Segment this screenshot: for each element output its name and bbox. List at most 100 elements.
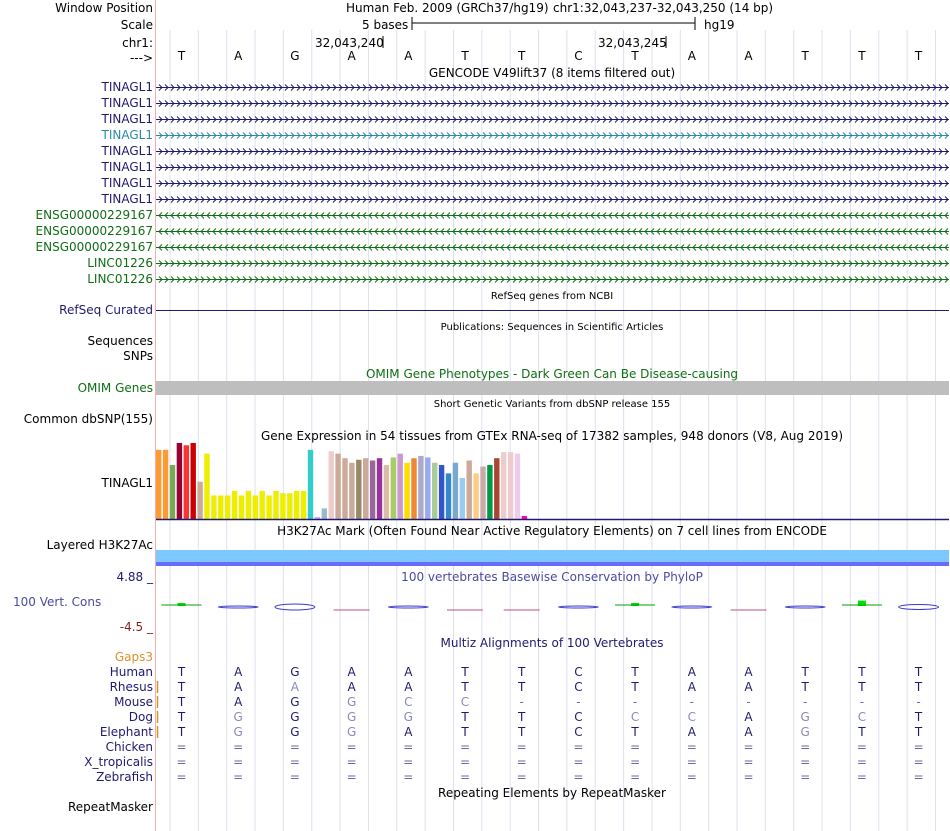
gencode-track-label-tinagl1[interactable]: TINAGL1: [101, 128, 153, 142]
base-letter: T: [518, 49, 526, 63]
base-letter: T: [801, 49, 809, 63]
alignment-base: =: [573, 770, 584, 784]
repeatmasker-label[interactable]: RepeatMasker: [67, 800, 153, 814]
sequences-label[interactable]: Sequences: [87, 334, 153, 348]
alignment-base: T: [858, 725, 866, 739]
alignment-base: T: [631, 680, 639, 694]
omim-title[interactable]: OMIM Gene Phenotypes - Dark Green Can Be…: [365, 367, 739, 381]
strand-label: --->: [129, 51, 153, 65]
gencode-track-label-ensg00000229167[interactable]: ENSG00000229167: [35, 208, 153, 222]
gtex-label[interactable]: TINAGL1: [101, 476, 153, 490]
species-label-rhesus[interactable]: Rhesus: [109, 680, 153, 694]
gaps-label: Gaps3: [114, 650, 153, 664]
gencode-track-label-tinagl1[interactable]: TINAGL1: [101, 160, 153, 174]
species-label-zebrafish[interactable]: Zebrafish: [96, 770, 153, 784]
publications-title[interactable]: Publications: Sequences in Scientific Ar…: [440, 322, 664, 333]
refseq-label[interactable]: RefSeq Curated: [59, 303, 153, 317]
alignment-base: =: [516, 755, 527, 769]
alignment-base: G: [800, 710, 810, 724]
alignment-base: -: [916, 695, 921, 709]
alignment-base: =: [686, 740, 697, 754]
alignment-base: A: [744, 680, 753, 694]
phylop-label[interactable]: 100 Vert. Cons: [13, 595, 102, 609]
alignment-base: =: [176, 770, 187, 784]
alignment-base: C: [574, 710, 583, 724]
alignment-base: C: [630, 710, 640, 724]
alignment-base: A: [234, 680, 243, 694]
h3k27ac-title[interactable]: H3K27Ac Mark (Often Found Near Active Re…: [277, 524, 827, 538]
gencode-track-label-ensg00000229167[interactable]: ENSG00000229167: [35, 224, 153, 238]
alignment-base: A: [687, 725, 696, 739]
gencode-track-label-tinagl1[interactable]: TINAGL1: [101, 112, 153, 126]
alignment-base: =: [289, 755, 300, 769]
alignment-base: T: [461, 680, 469, 694]
alignment-base: A: [744, 710, 753, 724]
alignment-base: A: [234, 665, 243, 679]
species-label-dog[interactable]: Dog: [128, 710, 153, 724]
gencode-track-label-ensg00000229167[interactable]: ENSG00000229167: [35, 240, 153, 254]
alignment-base: =: [346, 755, 357, 769]
species-label-chicken[interactable]: Chicken: [105, 740, 153, 754]
phylop-title[interactable]: 100 vertebrates Basewise Conservation by…: [401, 570, 703, 584]
alignment-base: =: [516, 740, 527, 754]
dbsnp-title[interactable]: Short Genetic Variants from dbSNP releas…: [433, 399, 671, 410]
alignment-base: =: [573, 740, 584, 754]
base-letter: C: [574, 49, 583, 63]
base-letter: T: [631, 49, 639, 63]
omim-label[interactable]: OMIM Genes: [77, 381, 153, 395]
alignment-base: A: [687, 680, 696, 694]
species-label-x_tropicalis[interactable]: X_tropicalis: [84, 755, 153, 769]
snps-label[interactable]: SNPs: [123, 349, 153, 363]
gencode-track-label-tinagl1[interactable]: TINAGL1: [101, 144, 153, 158]
alignment-base: C: [857, 710, 867, 724]
assembly-label: Human Feb. 2009 (GRCh37/hg19): [346, 1, 549, 15]
species-label-elephant[interactable]: Elephant: [99, 725, 153, 739]
species-label-mouse[interactable]: Mouse: [114, 695, 153, 709]
gencode-track-label-tinagl1[interactable]: TINAGL1: [101, 80, 153, 94]
gencode-track-label-tinagl1[interactable]: TINAGL1: [101, 176, 153, 190]
gencode-track-label-tinagl1[interactable]: TINAGL1: [101, 192, 153, 206]
alignment-base: =: [233, 740, 244, 754]
species-label-human[interactable]: Human: [109, 665, 153, 679]
alignment-base: T: [518, 665, 526, 679]
alignment-base: C: [574, 665, 583, 679]
alignment-base: A: [290, 680, 299, 694]
alignment-base: A: [687, 665, 696, 679]
alignment-base: T: [858, 665, 866, 679]
alignment-base: =: [913, 770, 924, 784]
alignment-base: T: [914, 725, 923, 739]
alignment-base: T: [461, 710, 469, 724]
gencode-track-label-linc01226[interactable]: LINC01226: [87, 256, 153, 270]
alignment-base: =: [856, 755, 867, 769]
gtex-title[interactable]: Gene Expression in 54 tissues from GTEx …: [260, 429, 844, 443]
alignment-base: A: [404, 665, 413, 679]
alignment-base: =: [233, 755, 244, 769]
position-readout[interactable]: chr1:32,043,237-32,043,250 (14 bp): [553, 1, 774, 15]
alignment-base: =: [630, 740, 641, 754]
alignment-base: G: [233, 710, 243, 724]
gencode-track-label-linc01226[interactable]: LINC01226: [87, 272, 153, 286]
alignment-base: T: [177, 695, 186, 709]
gencode-track-label-tinagl1[interactable]: TINAGL1: [101, 96, 153, 110]
alignment-base: =: [403, 755, 414, 769]
alignment-base: =: [289, 740, 300, 754]
alignment-base: C: [404, 695, 413, 709]
alignment-base: A: [404, 680, 413, 694]
alignment-base: =: [856, 740, 867, 754]
alignment-base: C: [574, 725, 583, 739]
alignment-base: =: [176, 740, 187, 754]
base-letter: T: [914, 49, 923, 63]
alignment-base: T: [858, 680, 866, 694]
alignment-base: T: [177, 680, 186, 694]
alignment-base: =: [686, 770, 697, 784]
gencode-title[interactable]: GENCODE V49lift37 (8 items filtered out): [428, 66, 676, 80]
base-letter: A: [347, 49, 356, 63]
alignment-base: =: [630, 755, 641, 769]
multiz-title[interactable]: Multiz Alignments of 100 Vertebrates: [440, 636, 664, 650]
alignment-base: =: [403, 740, 414, 754]
alignment-base: -: [689, 695, 694, 709]
h3k27ac-label[interactable]: Layered H3K27Ac: [46, 538, 153, 552]
refseq-title[interactable]: RefSeq genes from NCBI: [490, 291, 614, 302]
repeatmasker-title[interactable]: Repeating Elements by RepeatMasker: [438, 786, 666, 800]
dbsnp-label[interactable]: Common dbSNP(155): [23, 412, 153, 426]
